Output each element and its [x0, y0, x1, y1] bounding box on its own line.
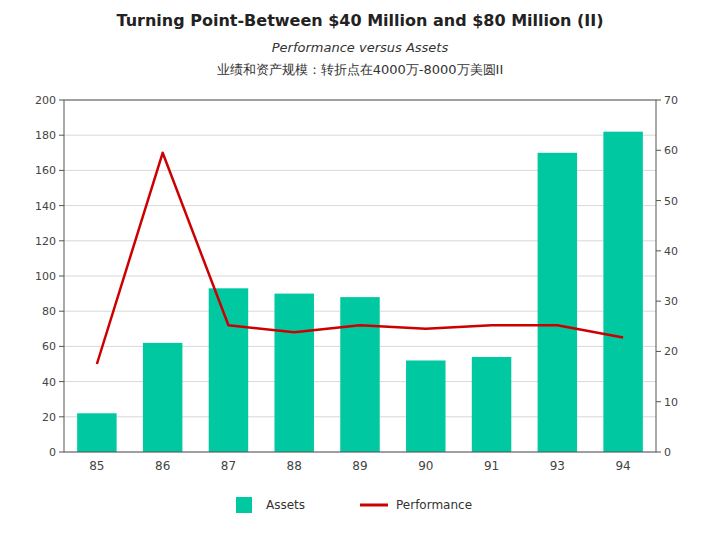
y-tick-label: 60 — [42, 340, 56, 353]
bar — [209, 288, 248, 452]
y-tick-label: 180 — [35, 129, 56, 142]
y2-tick — [656, 452, 661, 453]
y2-tick — [656, 351, 661, 352]
y2-tick — [656, 401, 661, 402]
y-tick-label: 120 — [35, 235, 56, 248]
y2-tick — [656, 100, 661, 101]
legend-label: Performance — [396, 498, 472, 512]
y-tick — [59, 100, 64, 101]
legend-swatch — [236, 497, 252, 513]
y2-tick-label: 40 — [664, 245, 678, 258]
plot-marks — [77, 132, 643, 452]
y2-tick-label: 70 — [664, 94, 678, 107]
legend-swatch — [360, 504, 388, 507]
x-tick-label: 88 — [287, 459, 302, 473]
y-tick — [59, 416, 64, 417]
y-tick — [59, 170, 64, 171]
subtitle: Performance versus Assets — [272, 40, 449, 55]
bar — [603, 132, 642, 452]
bar — [472, 357, 511, 452]
bar — [274, 294, 313, 452]
y2-tick — [656, 150, 661, 151]
y-tick — [59, 205, 64, 206]
legend-label: Assets — [266, 498, 305, 512]
plot-frame — [64, 100, 656, 452]
bar — [538, 153, 577, 452]
x-tick-label: 94 — [615, 459, 630, 473]
y-tick — [59, 311, 64, 312]
y-tick-label: 20 — [42, 411, 56, 424]
y-tick — [59, 276, 64, 277]
x-tick-label: 90 — [418, 459, 433, 473]
title: Turning Point-Between $40 Million and $8… — [116, 11, 603, 30]
bar — [143, 343, 182, 452]
bar — [77, 413, 116, 452]
y-tick-label: 140 — [35, 200, 56, 213]
line — [97, 153, 623, 364]
y-tick — [59, 346, 64, 347]
y2-tick — [656, 250, 661, 251]
y2-tick — [656, 301, 661, 302]
y-tick — [59, 381, 64, 382]
y-tick-label: 200 — [35, 94, 56, 107]
y-tick-label: 0 — [49, 446, 56, 459]
chart: Turning Point-Between $40 Million and $8… — [0, 0, 720, 540]
y-tick — [59, 135, 64, 136]
y2-tick-label: 30 — [664, 295, 678, 308]
x-tick-label: 86 — [155, 459, 170, 473]
bar — [406, 360, 445, 452]
y2-tick-label: 60 — [664, 144, 678, 157]
subtitle: 业绩和资产规模：转折点在4000万-8000万美圆II — [217, 62, 504, 77]
x-tick-label: 85 — [89, 459, 104, 473]
y2-tick — [656, 200, 661, 201]
y-tick-label: 100 — [35, 270, 56, 283]
y-tick — [59, 452, 64, 453]
x-tick-label: 87 — [221, 459, 236, 473]
y-tick-label: 40 — [42, 376, 56, 389]
y-tick — [59, 240, 64, 241]
y2-tick-label: 10 — [664, 396, 678, 409]
x-tick-label: 93 — [550, 459, 565, 473]
grid-line — [64, 135, 656, 136]
y2-tick-label: 0 — [664, 446, 671, 459]
x-tick-label: 89 — [352, 459, 367, 473]
x-tick-label: 91 — [484, 459, 499, 473]
y2-tick-label: 20 — [664, 345, 678, 358]
bar — [340, 297, 379, 452]
y-tick-label: 80 — [42, 305, 56, 318]
y2-tick-label: 50 — [664, 195, 678, 208]
y-tick-label: 160 — [35, 164, 56, 177]
